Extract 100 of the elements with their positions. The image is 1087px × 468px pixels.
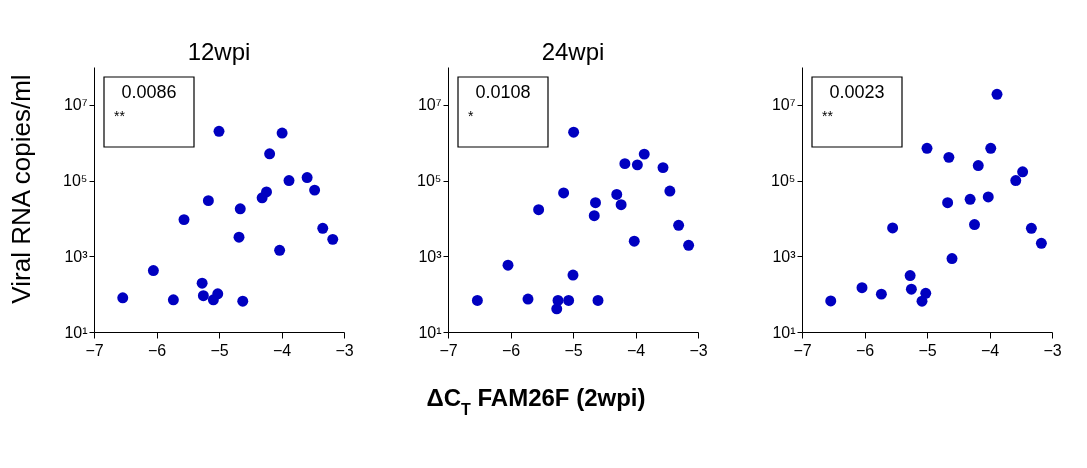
x-tick-label: −3 (1043, 341, 1062, 359)
annotation: ** (822, 108, 834, 124)
point (197, 290, 209, 302)
x-tick-label: −5 (210, 341, 229, 359)
chart-title: 12wpi (187, 37, 251, 65)
point (502, 259, 514, 271)
point (1035, 237, 1047, 249)
point (283, 175, 295, 187)
point (117, 292, 129, 304)
point (638, 148, 650, 160)
point (233, 231, 245, 243)
point (991, 88, 1003, 100)
y-tick-label: 10¹ (64, 323, 88, 341)
point (301, 172, 313, 184)
point (202, 195, 214, 207)
point (619, 158, 631, 170)
point (309, 184, 321, 196)
point (664, 185, 676, 197)
point (683, 239, 695, 251)
point (317, 222, 329, 234)
annotation: ** (114, 108, 126, 124)
point (972, 160, 984, 171)
point (567, 269, 579, 281)
point (563, 295, 575, 306)
point (327, 233, 339, 245)
point (921, 142, 933, 154)
y-tick-label: 10⁵ (63, 172, 88, 190)
point (982, 191, 994, 203)
point (533, 204, 545, 216)
point (213, 125, 225, 137)
point (234, 203, 246, 215)
y-tick-label: 10¹ (418, 323, 442, 341)
point (274, 244, 286, 256)
point (946, 253, 958, 265)
point (985, 142, 997, 154)
point (276, 127, 288, 139)
point (628, 235, 640, 247)
point (943, 151, 955, 163)
point (657, 162, 669, 174)
x-tick-label: −4 (272, 341, 292, 359)
point (904, 270, 916, 282)
point (905, 283, 917, 295)
point (856, 282, 868, 294)
point (558, 187, 570, 199)
x-tick-label: −5 (918, 341, 937, 359)
point (178, 214, 190, 226)
point (969, 219, 980, 230)
annotation: 0.0086 (121, 82, 177, 102)
point (590, 197, 601, 209)
point (471, 295, 483, 306)
point (825, 295, 837, 307)
y-tick-label: 10³ (64, 247, 89, 265)
y-tick-label: 10³ (772, 247, 797, 265)
y-tick-label: 10⁵ (417, 172, 442, 190)
point (237, 295, 249, 307)
x-axis-title: ΔC$_{T}$ FAM26F (2wpi) (426, 384, 646, 418)
point (147, 265, 159, 277)
point (568, 126, 580, 138)
x-tick-label: −7 (85, 341, 104, 359)
chart-title: 24wpi (541, 37, 605, 65)
annotation: * (468, 108, 474, 124)
x-tick-label: −7 (793, 341, 812, 359)
point (631, 159, 643, 171)
annotation: 0.0108 (475, 82, 531, 102)
y-tick-label: 10¹ (772, 323, 796, 341)
annotation: 0.0023 (829, 82, 885, 102)
point (673, 219, 685, 231)
point (1017, 166, 1029, 178)
y-tick-label: 10⁷ (417, 96, 442, 114)
point (1010, 175, 1022, 187)
x-tick-label: −4 (626, 341, 646, 359)
point (875, 288, 887, 300)
point (920, 287, 932, 299)
x-tick-label: −5 (564, 341, 583, 359)
point (887, 222, 899, 234)
point (942, 197, 954, 209)
point (964, 193, 976, 205)
point (212, 288, 224, 300)
point (1025, 222, 1037, 234)
y-axis-title: Viral RNA copies/ml (6, 74, 36, 304)
point (196, 277, 208, 289)
x-tick-label: −7 (439, 341, 458, 359)
point (522, 293, 534, 305)
x-tick-label: −4 (980, 341, 1000, 359)
y-tick-label: 10⁷ (771, 96, 796, 114)
x-tick-label: −3 (335, 341, 354, 359)
y-tick-label: 10⁷ (63, 96, 88, 114)
x-tick-label: −6 (855, 341, 875, 359)
point (592, 295, 604, 306)
point (552, 295, 564, 306)
x-tick-label: −3 (689, 341, 708, 359)
point (611, 188, 623, 200)
point (615, 199, 627, 211)
point (261, 186, 272, 198)
x-tick-label: −6 (147, 341, 167, 359)
x-tick-label: −6 (501, 341, 521, 359)
point (167, 294, 179, 306)
y-tick-label: 10³ (418, 247, 443, 265)
point (264, 148, 276, 160)
point (588, 210, 600, 222)
